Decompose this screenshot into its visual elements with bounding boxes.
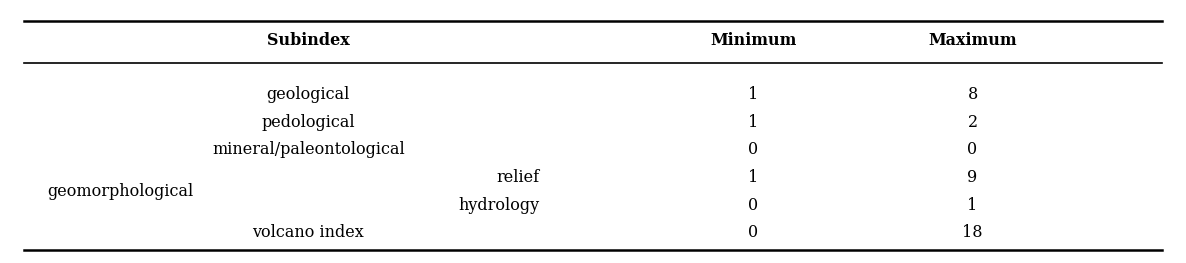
Text: volcano index: volcano index bbox=[253, 224, 364, 241]
Text: pedological: pedological bbox=[262, 114, 355, 131]
Text: geomorphological: geomorphological bbox=[47, 183, 193, 200]
Text: 1: 1 bbox=[748, 114, 758, 131]
Text: 0: 0 bbox=[748, 197, 758, 214]
Text: 8: 8 bbox=[968, 86, 977, 103]
Text: hydrology: hydrology bbox=[459, 197, 540, 214]
Text: mineral/paleontological: mineral/paleontological bbox=[212, 141, 404, 158]
Text: 18: 18 bbox=[962, 224, 983, 241]
Text: 2: 2 bbox=[968, 114, 977, 131]
Text: 0: 0 bbox=[748, 224, 758, 241]
Text: relief: relief bbox=[497, 169, 540, 186]
Text: geological: geological bbox=[267, 86, 350, 103]
Text: 1: 1 bbox=[968, 197, 977, 214]
Text: 0: 0 bbox=[968, 141, 977, 158]
Text: Minimum: Minimum bbox=[710, 32, 796, 49]
Text: 9: 9 bbox=[968, 169, 977, 186]
Text: Maximum: Maximum bbox=[929, 32, 1016, 49]
Text: 1: 1 bbox=[748, 86, 758, 103]
Text: 0: 0 bbox=[748, 141, 758, 158]
Text: 1: 1 bbox=[748, 169, 758, 186]
Text: Subindex: Subindex bbox=[267, 32, 350, 49]
